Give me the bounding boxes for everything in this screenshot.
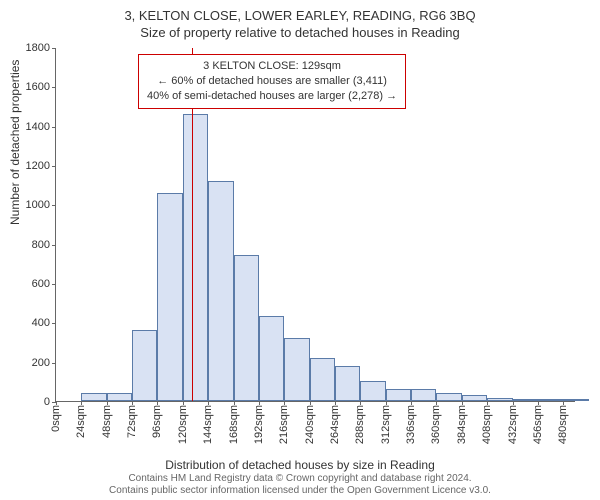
x-tick-label: 0sqm bbox=[50, 401, 62, 432]
annotation-line: ← 60% of detached houses are smaller (3,… bbox=[147, 74, 397, 89]
y-axis-label: Number of detached properties bbox=[8, 60, 22, 225]
y-tick-mark bbox=[52, 87, 56, 88]
attribution: Contains HM Land Registry data © Crown c… bbox=[0, 473, 600, 497]
x-tick-label: 120sqm bbox=[177, 401, 189, 444]
x-tick-mark bbox=[335, 401, 336, 405]
x-tick-mark bbox=[513, 401, 514, 405]
y-tick-mark bbox=[52, 166, 56, 167]
chart-title-sub: Size of property relative to detached ho… bbox=[0, 23, 600, 40]
x-tick-label: 336sqm bbox=[405, 401, 417, 444]
x-tick-label: 288sqm bbox=[354, 401, 366, 444]
x-tick-mark bbox=[310, 401, 311, 405]
histogram-bar bbox=[411, 389, 436, 401]
histogram-bar bbox=[310, 358, 335, 401]
y-tick-mark bbox=[52, 323, 56, 324]
attribution-line1: Contains HM Land Registry data © Crown c… bbox=[0, 473, 600, 485]
x-tick-mark bbox=[538, 401, 539, 405]
x-tick-label: 72sqm bbox=[126, 401, 138, 438]
x-tick-mark bbox=[132, 401, 133, 405]
histogram-bar bbox=[360, 381, 385, 401]
x-tick-mark bbox=[360, 401, 361, 405]
x-tick-mark bbox=[386, 401, 387, 405]
x-tick-mark bbox=[56, 401, 57, 405]
annotation-box: 3 KELTON CLOSE: 129sqm← 60% of detached … bbox=[138, 54, 406, 109]
x-tick-label: 384sqm bbox=[456, 401, 468, 444]
histogram-bar bbox=[107, 393, 132, 401]
histogram-bar bbox=[81, 393, 106, 401]
x-tick-label: 168sqm bbox=[228, 401, 240, 444]
y-tick-mark bbox=[52, 363, 56, 364]
x-tick-mark bbox=[208, 401, 209, 405]
x-tick-mark bbox=[563, 401, 564, 405]
x-tick-label: 480sqm bbox=[557, 401, 569, 444]
x-tick-label: 144sqm bbox=[202, 401, 214, 444]
x-tick-mark bbox=[487, 401, 488, 405]
histogram-bar bbox=[513, 399, 538, 401]
annotation-line: 40% of semi-detached houses are larger (… bbox=[147, 89, 397, 104]
x-tick-label: 48sqm bbox=[101, 401, 113, 438]
x-tick-mark bbox=[259, 401, 260, 405]
x-tick-label: 264sqm bbox=[329, 401, 341, 444]
y-tick-mark bbox=[52, 245, 56, 246]
y-tick-mark bbox=[52, 48, 56, 49]
x-tick-label: 360sqm bbox=[430, 401, 442, 444]
x-tick-mark bbox=[462, 401, 463, 405]
y-tick-mark bbox=[52, 127, 56, 128]
histogram-bar bbox=[132, 330, 157, 401]
histogram-bar bbox=[157, 193, 182, 401]
histogram-bar bbox=[234, 255, 259, 401]
x-tick-label: 456sqm bbox=[532, 401, 544, 444]
x-tick-mark bbox=[157, 401, 158, 405]
x-tick-mark bbox=[436, 401, 437, 405]
attribution-line2: Contains public sector information licen… bbox=[0, 485, 600, 497]
x-tick-mark bbox=[411, 401, 412, 405]
x-tick-label: 408sqm bbox=[481, 401, 493, 444]
y-tick-mark bbox=[52, 284, 56, 285]
x-tick-label: 24sqm bbox=[75, 401, 87, 438]
plot-area: 0200400600800100012001400160018000sqm24s… bbox=[55, 48, 575, 402]
x-tick-label: 312sqm bbox=[380, 401, 392, 444]
histogram-bar bbox=[436, 393, 461, 401]
x-axis-label: Distribution of detached houses by size … bbox=[0, 458, 600, 472]
x-tick-label: 96sqm bbox=[151, 401, 163, 438]
histogram-bar bbox=[335, 366, 360, 401]
histogram-bar bbox=[563, 399, 588, 401]
histogram-bar bbox=[386, 389, 411, 401]
x-tick-label: 240sqm bbox=[304, 401, 316, 444]
x-tick-mark bbox=[284, 401, 285, 405]
histogram-bar bbox=[183, 114, 208, 401]
y-tick-mark bbox=[52, 205, 56, 206]
chart-title-main: 3, KELTON CLOSE, LOWER EARLEY, READING, … bbox=[0, 0, 600, 23]
x-tick-mark bbox=[107, 401, 108, 405]
annotation-line: 3 KELTON CLOSE: 129sqm bbox=[147, 59, 397, 74]
x-tick-mark bbox=[183, 401, 184, 405]
x-tick-mark bbox=[234, 401, 235, 405]
histogram-bar bbox=[284, 338, 309, 401]
histogram-bar bbox=[462, 395, 487, 401]
x-tick-label: 432sqm bbox=[507, 401, 519, 444]
histogram-bar bbox=[259, 316, 284, 401]
x-tick-mark bbox=[81, 401, 82, 405]
x-tick-label: 192sqm bbox=[253, 401, 265, 444]
x-tick-label: 216sqm bbox=[278, 401, 290, 444]
histogram-bar bbox=[487, 398, 512, 401]
histogram-bar bbox=[208, 181, 233, 401]
histogram-bar bbox=[538, 399, 563, 401]
